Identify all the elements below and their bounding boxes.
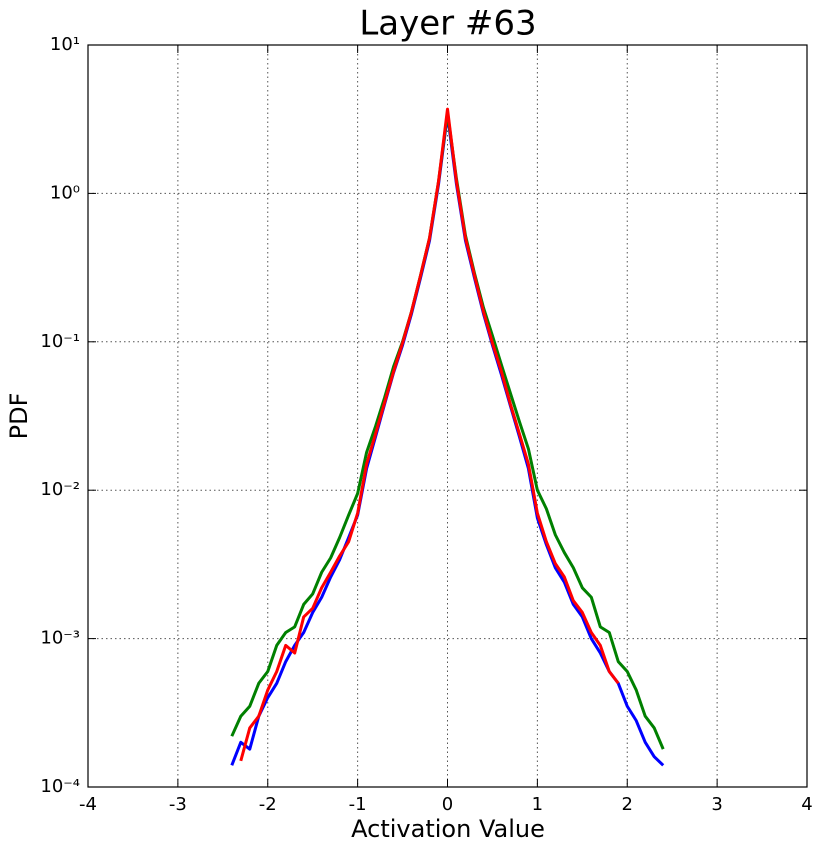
y-tick-label: 10⁰ [50,182,80,203]
data-line [239,107,620,762]
x-tick-label: -4 [79,794,97,815]
y-axis-label: PDF [5,393,33,440]
y-tick-label: 10⁻¹ [40,331,80,352]
x-axis-label: Activation Value [351,815,545,843]
y-tick-label: 10⁻⁴ [40,776,80,797]
x-tick-label: 0 [442,794,453,815]
x-tick-label: 2 [622,794,633,815]
chart-title: Layer #63 [359,4,536,44]
x-tick-label: 4 [801,794,812,815]
plot-frame [87,44,808,788]
y-tick-label: 10¹ [50,34,80,55]
x-tick-label: -2 [259,794,277,815]
x-tick-label: -1 [349,794,367,815]
y-tick-label: 10⁻² [40,479,80,500]
x-tick-label: 3 [711,794,722,815]
x-tick-label: -3 [169,794,187,815]
x-tick-label: 1 [532,794,543,815]
y-tick-label: 10⁻³ [40,628,80,649]
